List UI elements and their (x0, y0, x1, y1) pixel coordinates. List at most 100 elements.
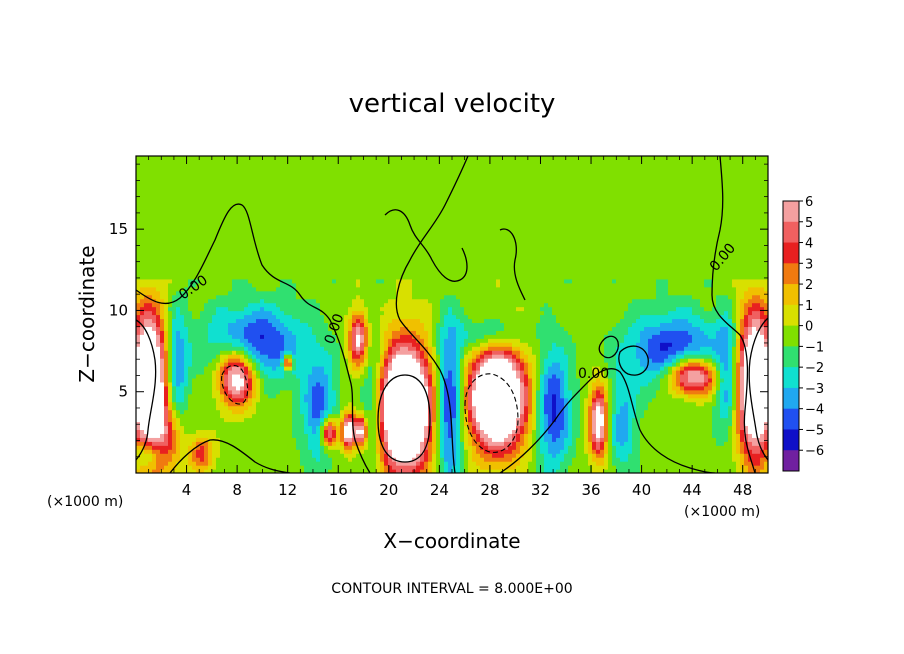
field-cell (304, 397, 309, 403)
field-cell (296, 282, 301, 288)
field-cell (356, 179, 361, 185)
field-cell (320, 445, 325, 450)
field-cell (204, 366, 209, 371)
field-cell (336, 251, 341, 256)
field-cell (332, 183, 337, 189)
field-cell (188, 314, 193, 320)
field-cell (340, 433, 345, 438)
field-cell (336, 437, 341, 442)
field-cell (256, 389, 261, 395)
field-cell (332, 191, 337, 197)
field-cell (268, 259, 273, 264)
field-cell (244, 298, 249, 304)
field-cell (196, 262, 201, 268)
field-cell (172, 219, 177, 224)
field-cell (304, 346, 309, 351)
field-cell (360, 366, 365, 371)
field-cell (352, 183, 357, 189)
field-cell (232, 350, 237, 355)
field-cell (152, 401, 157, 407)
field-cell (348, 421, 353, 427)
field-cell (260, 393, 265, 399)
field-cell (240, 461, 245, 466)
field-cell (216, 373, 221, 379)
field-cell (360, 449, 365, 454)
field-cell (196, 417, 201, 423)
field-cell (296, 175, 301, 181)
field-cell (332, 199, 337, 205)
field-cell (196, 369, 201, 375)
field-cell (184, 302, 189, 308)
field-cell (168, 171, 173, 177)
field-cell (168, 227, 173, 232)
field-cell (164, 350, 169, 355)
field-cell (352, 259, 357, 264)
field-cell (244, 441, 249, 446)
field-cell (364, 377, 369, 383)
field-cell (140, 425, 145, 431)
field-cell (144, 373, 149, 379)
field-cell (280, 207, 285, 213)
field-cell (304, 243, 309, 248)
field-cell (372, 385, 377, 391)
field-cell (312, 302, 317, 308)
field-cell (336, 350, 341, 355)
field-cell (268, 417, 273, 423)
field-cell (344, 219, 349, 224)
field-cell (332, 227, 337, 232)
field-cell (284, 163, 289, 169)
field-cell (368, 310, 373, 316)
field-cell (236, 465, 241, 470)
field-cell (316, 203, 321, 209)
field-cell (200, 159, 205, 165)
field-cell (188, 421, 193, 427)
field-cell (136, 429, 141, 434)
field-cell (160, 373, 165, 379)
field-cell (152, 235, 157, 240)
field-cell (168, 255, 173, 260)
field-cell (292, 294, 297, 300)
field-cell (288, 282, 293, 288)
field-cell (272, 243, 277, 248)
field-cell (240, 259, 245, 264)
field-cell (192, 266, 197, 272)
field-cell (232, 211, 237, 217)
field-cell (316, 171, 321, 177)
field-cell (248, 389, 253, 395)
field-cell (332, 306, 337, 312)
field-cell (164, 262, 169, 268)
field-cell (188, 231, 193, 236)
field-cell (276, 298, 281, 304)
field-cell (228, 350, 233, 355)
field-cell (308, 219, 313, 224)
field-cell (156, 159, 161, 165)
field-cell (288, 211, 293, 217)
field-cell (168, 298, 173, 304)
field-cell (228, 425, 233, 431)
field-cell (264, 318, 269, 324)
field-cell (188, 358, 193, 363)
field-cell (208, 207, 213, 213)
field-cell (356, 405, 361, 411)
field-cell (264, 326, 269, 331)
field-cell (140, 350, 145, 355)
field-cell (184, 243, 189, 248)
field-cell (268, 199, 273, 205)
field-cell (328, 175, 333, 181)
field-cell (280, 199, 285, 205)
field-cell (360, 199, 365, 205)
field-cell (360, 175, 365, 181)
field-cell (264, 223, 269, 228)
field-cell (272, 247, 277, 252)
field-cell (344, 243, 349, 248)
field-cell (188, 211, 193, 217)
field-cell (168, 393, 173, 399)
field-cell (288, 191, 293, 197)
field-cell (212, 366, 217, 371)
field-cell (176, 187, 181, 193)
field-cell (240, 429, 245, 434)
field-cell (208, 159, 213, 165)
field-cell (200, 461, 205, 466)
field-cell (152, 445, 157, 450)
field-cell (352, 318, 357, 324)
